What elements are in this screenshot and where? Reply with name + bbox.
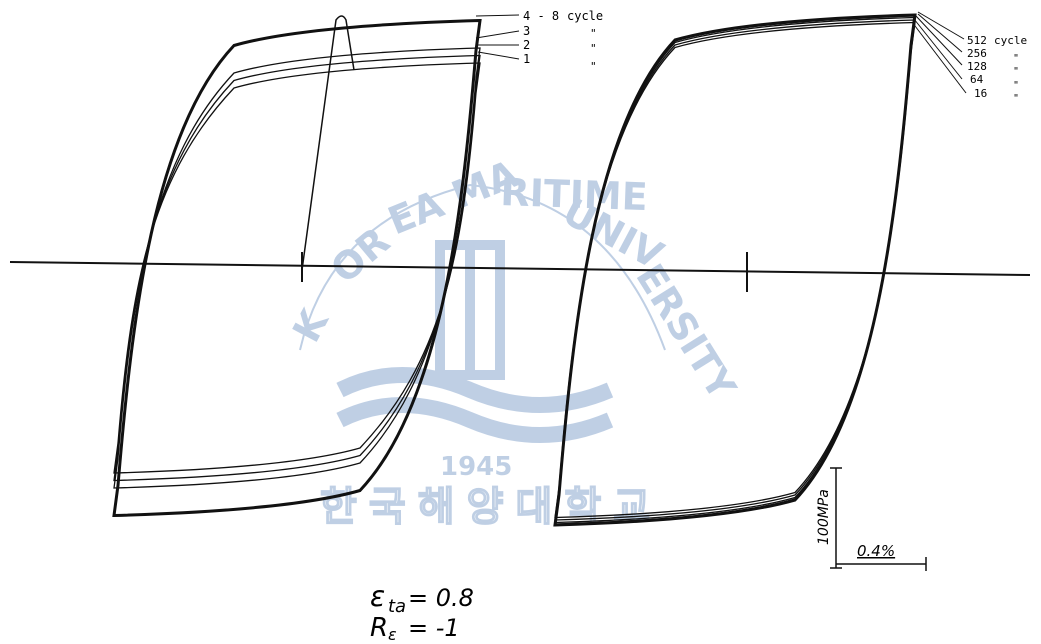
watermark-letter: K — [284, 301, 337, 349]
ditto-mark: " — [590, 27, 597, 40]
strain-scale-label: 0.4% — [857, 542, 895, 560]
cycle-unit: cycle — [567, 9, 603, 23]
labels-left: 4 - 8 cycle 3 2 1 " " " — [475, 9, 603, 73]
strain-ratio-symbol: R — [370, 613, 388, 643]
watermark-letter: RITIME — [500, 170, 649, 219]
ditto-mark: " — [590, 42, 597, 55]
strain-amplitude-symbol: ε — [370, 580, 385, 613]
strain-ratio-value: = -1 — [408, 614, 460, 642]
cycle-label: 64 — [970, 73, 984, 86]
loops-left — [112, 18, 482, 518]
cycle-label: 16 — [974, 87, 987, 100]
strain-amplitude-subscript: ta — [388, 596, 406, 617]
cycle-label: 128 — [967, 60, 987, 73]
cycle-label: 2 — [523, 38, 530, 52]
watermark-letter: ERSITY — [627, 256, 744, 407]
cycle-label: 512 — [967, 34, 987, 47]
loops-right — [553, 13, 917, 527]
ditto-mark: " — [1013, 93, 1019, 104]
scale-bars: 100MPa 0.4% — [816, 467, 927, 571]
university-watermark: K OR EA MA RITIME UNIV ERSITY 1945 한국해양대… — [284, 151, 744, 530]
leader-line — [917, 11, 965, 40]
strain-axis — [9, 261, 1031, 276]
leader-line — [477, 51, 520, 60]
cycle-label: 256 — [967, 47, 987, 60]
watermark-letter: OR — [323, 219, 398, 292]
stress-scale-label: 100MPa — [816, 489, 832, 545]
watermark-wave — [336, 397, 614, 443]
leader-line — [475, 30, 520, 39]
watermark-year: 1945 — [440, 452, 512, 482]
leader-line — [911, 21, 967, 94]
test-conditions: ε ta = 0.8 R ε = -1 — [370, 580, 474, 644]
ditto-mark: " — [1013, 66, 1019, 77]
cycle-label: 3 — [523, 24, 530, 38]
ditto-mark: " — [1013, 80, 1019, 91]
leader-line — [917, 13, 963, 53]
strain-ratio-subscript: ε — [388, 625, 397, 644]
cycle-unit: cycle — [994, 34, 1027, 47]
hysteresis-loop-4-8 — [112, 18, 482, 518]
hysteresis-loop-512 — [553, 13, 917, 527]
leader-line — [913, 18, 963, 80]
ditto-mark: " — [590, 60, 597, 73]
leader-line — [915, 15, 963, 66]
strain-amplitude-value: = 0.8 — [408, 584, 474, 612]
labels-right: 512 cycle 256 128 64 16 " " " " — [911, 11, 1027, 104]
cycle-label: 4 - 8 — [523, 9, 559, 23]
leader-line — [475, 14, 520, 17]
cycle-label: 1 — [523, 52, 530, 66]
first-cycle-trace — [301, 15, 355, 271]
ditto-mark: " — [1013, 53, 1019, 64]
